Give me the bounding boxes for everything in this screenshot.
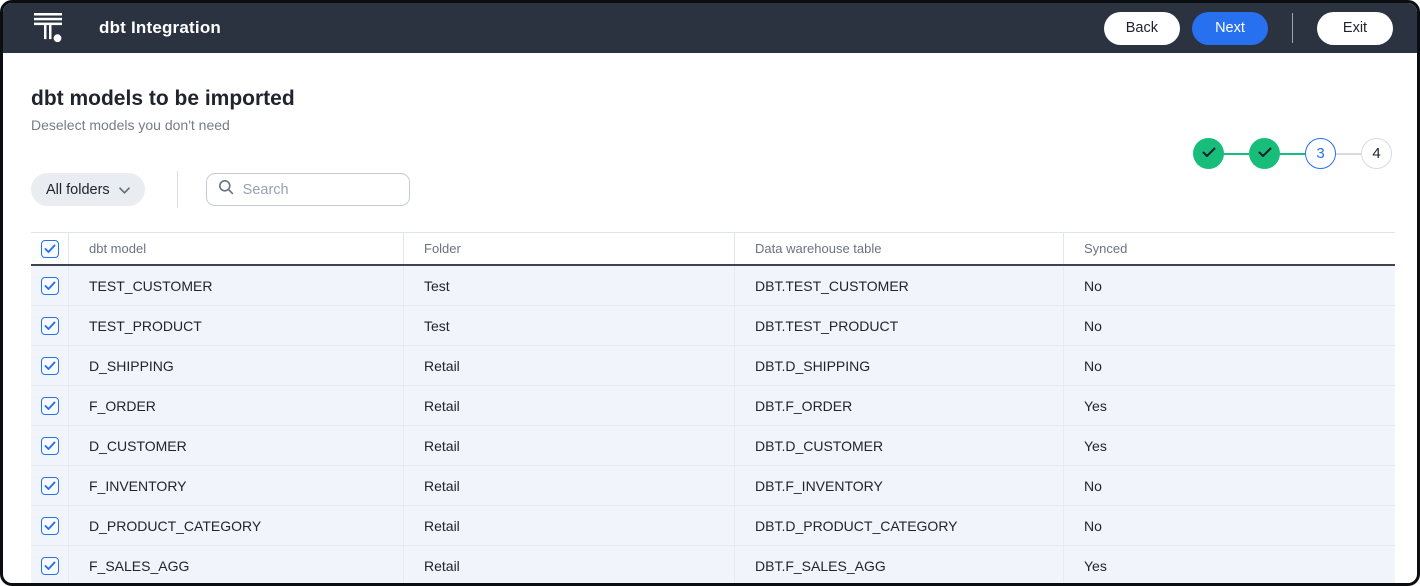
step-3-current: 3 xyxy=(1305,138,1336,169)
top-bar: dbt Integration Back Next Exit xyxy=(3,3,1417,53)
table-row: TEST_PRODUCT Test DBT.TEST_PRODUCT No xyxy=(31,306,1395,346)
cell-dbt-model: TEST_CUSTOMER xyxy=(68,266,403,305)
step-4-upcoming: 4 xyxy=(1361,138,1392,169)
cell-synced: No xyxy=(1063,346,1395,385)
cell-warehouse-table: DBT.D_PRODUCT_CATEGORY xyxy=(734,506,1063,545)
row-checkbox[interactable] xyxy=(40,356,59,375)
row-checkbox[interactable] xyxy=(40,316,59,335)
check-icon xyxy=(1258,145,1272,162)
step-2-completed xyxy=(1249,138,1280,169)
next-button[interactable]: Next xyxy=(1192,11,1268,45)
cell-warehouse-table: DBT.D_CUSTOMER xyxy=(734,426,1063,465)
select-all-checkbox[interactable] xyxy=(40,239,59,258)
search-input[interactable] xyxy=(242,181,398,198)
filter-divider xyxy=(176,171,178,208)
wizard-stepper: 3 4 xyxy=(1193,138,1392,169)
cell-synced: Yes xyxy=(1063,546,1395,583)
column-header-folder[interactable]: Folder xyxy=(403,233,734,264)
row-checkbox[interactable] xyxy=(40,476,59,495)
topbar-divider xyxy=(1292,13,1293,43)
main-content: dbt models to be imported Deselect model… xyxy=(3,53,1417,583)
cell-warehouse-table: DBT.F_ORDER xyxy=(734,386,1063,425)
cell-synced: No xyxy=(1063,266,1395,305)
cell-warehouse-table: DBT.TEST_CUSTOMER xyxy=(734,266,1063,305)
table-row: D_CUSTOMER Retail DBT.D_CUSTOMER Yes xyxy=(31,426,1395,466)
exit-button[interactable]: Exit xyxy=(1317,11,1393,45)
cell-folder: Retail xyxy=(403,426,734,465)
cell-warehouse-table: DBT.D_SHIPPING xyxy=(734,346,1063,385)
step-1-completed xyxy=(1193,138,1224,169)
cell-synced: No xyxy=(1063,506,1395,545)
table-body: TEST_CUSTOMER Test DBT.TEST_CUSTOMER No … xyxy=(31,266,1395,583)
table-row: F_SALES_AGG Retail DBT.F_SALES_AGG Yes xyxy=(31,546,1395,583)
cell-dbt-model: F_INVENTORY xyxy=(68,466,403,505)
column-header-synced[interactable]: Synced xyxy=(1063,233,1395,264)
check-icon xyxy=(1202,145,1216,162)
cell-synced: No xyxy=(1063,306,1395,345)
topbar-actions: Back Next Exit xyxy=(1103,11,1393,45)
cell-folder: Test xyxy=(403,306,734,345)
step-connector xyxy=(1336,152,1361,155)
folder-filter-label: All folders xyxy=(46,181,110,198)
row-checkbox[interactable] xyxy=(40,396,59,415)
models-table: dbt model Folder Data warehouse table Sy… xyxy=(31,232,1395,583)
cell-dbt-model: F_SALES_AGG xyxy=(68,546,403,583)
page-title: dbt models to be imported xyxy=(31,87,295,110)
cell-synced: Yes xyxy=(1063,426,1395,465)
cell-dbt-model: D_SHIPPING xyxy=(68,346,403,385)
search-box xyxy=(205,173,410,206)
cell-folder: Retail xyxy=(403,506,734,545)
cell-folder: Retail xyxy=(403,386,734,425)
column-header-warehouse-table[interactable]: Data warehouse table xyxy=(734,233,1063,264)
table-row: TEST_CUSTOMER Test DBT.TEST_CUSTOMER No xyxy=(31,266,1395,306)
step-connector xyxy=(1280,152,1305,155)
cell-dbt-model: TEST_PRODUCT xyxy=(68,306,403,345)
column-header-dbt-model[interactable]: dbt model xyxy=(68,233,403,264)
cell-synced: No xyxy=(1063,466,1395,505)
cell-warehouse-table: DBT.F_INVENTORY xyxy=(734,466,1063,505)
folder-filter-dropdown[interactable]: All folders xyxy=(31,173,145,206)
page-subtitle: Deselect models you don't need xyxy=(31,117,230,133)
row-checkbox[interactable] xyxy=(40,436,59,455)
cell-synced: Yes xyxy=(1063,386,1395,425)
cell-warehouse-table: DBT.F_SALES_AGG xyxy=(734,546,1063,583)
row-checkbox[interactable] xyxy=(40,556,59,575)
chevron-down-icon xyxy=(118,182,130,198)
step-connector xyxy=(1224,152,1249,155)
search-icon xyxy=(218,179,234,200)
cell-folder: Retail xyxy=(403,346,734,385)
table-header-row: dbt model Folder Data warehouse table Sy… xyxy=(31,232,1395,266)
back-button[interactable]: Back xyxy=(1103,11,1180,45)
cell-folder: Test xyxy=(403,266,734,305)
table-row: F_ORDER Retail DBT.F_ORDER Yes xyxy=(31,386,1395,426)
table-row: F_INVENTORY Retail DBT.F_INVENTORY No xyxy=(31,466,1395,506)
cell-dbt-model: D_CUSTOMER xyxy=(68,426,403,465)
row-checkbox[interactable] xyxy=(40,516,59,535)
table-row: D_SHIPPING Retail DBT.D_SHIPPING No xyxy=(31,346,1395,386)
cell-dbt-model: F_ORDER xyxy=(68,386,403,425)
cell-warehouse-table: DBT.TEST_PRODUCT xyxy=(734,306,1063,345)
cell-folder: Retail xyxy=(403,546,734,583)
filter-row: All folders xyxy=(31,171,1395,208)
app-title: dbt Integration xyxy=(99,18,221,37)
row-checkbox[interactable] xyxy=(40,276,59,295)
cell-dbt-model: D_PRODUCT_CATEGORY xyxy=(68,506,403,545)
cell-folder: Retail xyxy=(403,466,734,505)
thoughtspot-logo-icon xyxy=(33,11,63,45)
table-row: D_PRODUCT_CATEGORY Retail DBT.D_PRODUCT_… xyxy=(31,506,1395,546)
